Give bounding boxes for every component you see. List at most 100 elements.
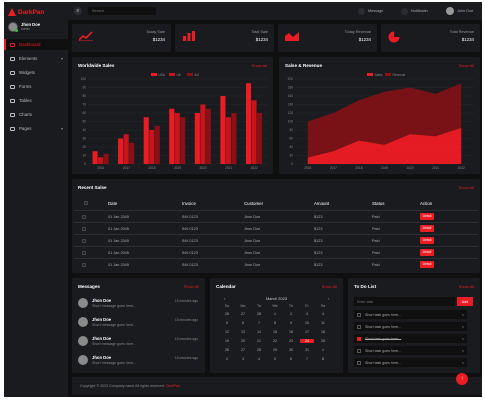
detail-button[interactable]: Detail (420, 225, 434, 232)
sidebar-item-elements[interactable]: Elements ▾ (4, 53, 68, 64)
messages-dropdown[interactable]: Message (358, 7, 383, 15)
todo-checkbox[interactable] (357, 360, 361, 365)
next-month-button[interactable]: › (327, 296, 329, 301)
todo-checkbox[interactable] (357, 324, 361, 329)
message-item[interactable]: Jhon Doe Short message goes here... 15 min… (78, 354, 198, 372)
calendar-day[interactable]: 31 (305, 348, 309, 352)
todo-checkbox[interactable] (357, 348, 361, 353)
calendar-day[interactable]: 8 (322, 357, 324, 361)
message-item[interactable]: Jhon Doe Short message goes here... 15 min… (78, 335, 198, 353)
calendar-day[interactable]: 7 (258, 321, 260, 325)
sidebar-item-dashboard[interactable]: Dashboard (4, 39, 68, 50)
detail-button[interactable]: Detail (420, 261, 434, 268)
sidebar-item-widgets[interactable]: Widgets (4, 67, 68, 78)
notifications-dropdown[interactable]: Notificatin (401, 7, 428, 15)
row-checkbox[interactable] (82, 214, 86, 219)
calendar-day[interactable]: 26 (225, 312, 229, 316)
delete-icon[interactable]: × (461, 324, 464, 329)
show-all-link[interactable]: Show All (251, 63, 267, 68)
row-checkbox[interactable] (82, 250, 86, 255)
calendar-day[interactable]: 27 (241, 312, 245, 316)
calendar-day[interactable]: 29 (273, 348, 277, 352)
prev-month-button[interactable]: ‹ (224, 296, 226, 301)
calendar-day[interactable]: 5 (226, 321, 228, 325)
calendar-day[interactable]: 30 (289, 348, 293, 352)
show-all-link[interactable]: Show All (458, 284, 474, 289)
calendar-day[interactable]: 2 (290, 312, 292, 316)
y-tick-label: 100 (81, 77, 87, 81)
bar (143, 117, 149, 164)
calendar-day[interactable]: 17 (305, 330, 309, 334)
calendar-day[interactable]: 9 (290, 321, 292, 325)
calendar-day[interactable]: 13 (241, 330, 245, 334)
calendar-day[interactable]: 5 (274, 357, 276, 361)
calendar-day[interactable]: 23 (289, 339, 293, 343)
calendar-day[interactable]: 26 (225, 348, 229, 352)
calendar-day[interactable]: 28 (257, 312, 261, 316)
calendar-day[interactable]: 21 (257, 339, 261, 343)
message-item[interactable]: Jhon Doe Short message goes here... 15 min… (78, 297, 198, 315)
brand[interactable]: DarkPan (8, 8, 44, 16)
add-task-button[interactable]: Add (457, 297, 473, 306)
delete-icon[interactable]: × (461, 360, 464, 365)
calendar-day[interactable]: 11 (321, 321, 325, 325)
column-header-amount: Amount (314, 201, 330, 206)
calendar-day[interactable]: 15 (273, 330, 277, 334)
detail-button[interactable]: Detail (420, 249, 434, 256)
calendar-day[interactable]: 28 (257, 348, 261, 352)
legend-swatch (367, 73, 373, 76)
todo-checkbox[interactable] (357, 312, 361, 317)
calendar-day[interactable]: 4 (322, 312, 324, 316)
calendar-day[interactable]: 10 (305, 321, 309, 325)
calendar-day[interactable]: 14 (257, 330, 261, 334)
calendar-day[interactable]: 1 (322, 348, 324, 352)
task-input[interactable] (354, 297, 455, 306)
back-to-top-button[interactable]: ↑ (456, 373, 468, 385)
calendar-day[interactable]: 2 (226, 357, 228, 361)
calendar-day[interactable]: 3 (306, 312, 308, 316)
sidebar-item-forms[interactable]: Forms (4, 81, 68, 92)
calendar-day[interactable]: 19 (225, 339, 229, 343)
sidebar-item-pages[interactable]: Pages ▾ (4, 123, 68, 134)
detail-button[interactable]: Detail (420, 213, 434, 220)
sidebar-item-tables[interactable]: Tables (4, 95, 68, 106)
todo-checkbox[interactable] (357, 336, 361, 341)
message-item[interactable]: Jhon Doe Short message goes here... 15 min… (78, 316, 198, 334)
calendar-day[interactable]: 24 (300, 339, 314, 343)
detail-button[interactable]: Detail (420, 237, 434, 244)
show-all-link[interactable]: Show All (183, 284, 199, 289)
calendar-day[interactable]: 16 (289, 330, 293, 334)
row-checkbox[interactable] (82, 238, 86, 243)
show-all-link[interactable]: Show All (458, 63, 474, 68)
calendar-day[interactable]: 7 (306, 357, 308, 361)
calendar-day[interactable]: 6 (242, 321, 244, 325)
y-tick-label: 50 (82, 120, 86, 124)
calendar-day[interactable]: 4 (258, 357, 260, 361)
user-dropdown[interactable]: John Doe (446, 7, 473, 15)
calendar-day[interactable]: 12 (225, 330, 229, 334)
calendar-day[interactable]: 27 (241, 348, 245, 352)
delete-icon[interactable]: × (461, 336, 464, 341)
calendar-day[interactable]: 22 (273, 339, 277, 343)
y-tick-label: 60 (289, 137, 293, 141)
row-checkbox[interactable] (82, 262, 86, 267)
table-cell-amount: $123 (314, 250, 323, 255)
calendar-day[interactable]: 1 (274, 312, 276, 316)
show-all-link[interactable]: Show All (321, 284, 337, 289)
delete-icon[interactable]: × (461, 312, 464, 317)
show-all-link[interactable]: Show All (458, 185, 474, 190)
select-all-checkbox[interactable] (84, 201, 88, 205)
calendar-day[interactable]: 6 (290, 357, 292, 361)
menu-toggle-button[interactable]: ≡ (74, 7, 82, 15)
search-input[interactable] (88, 7, 156, 15)
row-checkbox[interactable] (82, 226, 86, 231)
footer-link[interactable]: DarkPan (165, 384, 180, 388)
calendar-day[interactable]: 20 (241, 339, 245, 343)
delete-icon[interactable]: × (461, 348, 464, 353)
calendar-day[interactable]: 18 (321, 330, 325, 334)
stat-label: Total Sale (251, 30, 268, 34)
sidebar-item-charts[interactable]: Charts (4, 109, 68, 120)
calendar-day[interactable]: 3 (242, 357, 244, 361)
calendar-day[interactable]: 25 (321, 339, 325, 343)
calendar-day[interactable]: 8 (274, 321, 276, 325)
